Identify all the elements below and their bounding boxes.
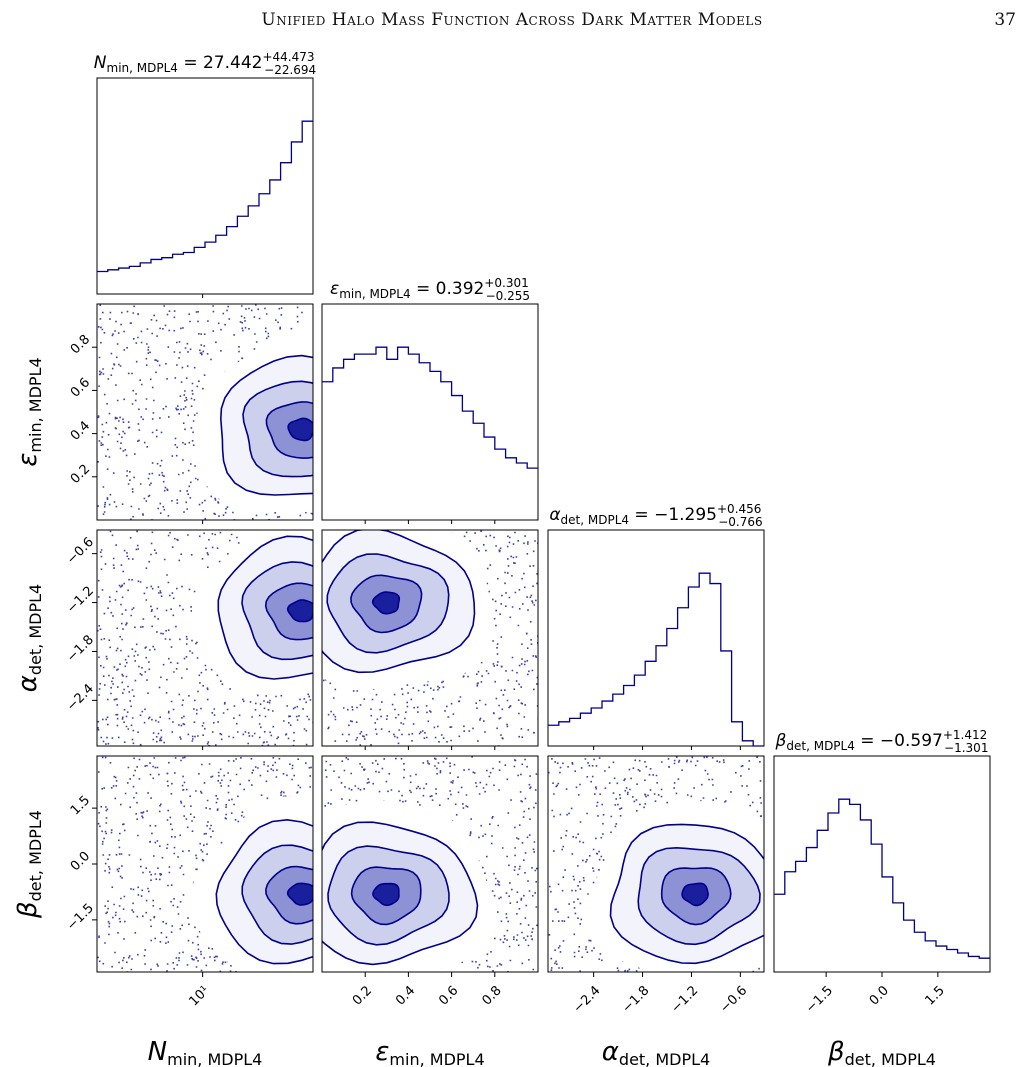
param-title-0: Nmin, MDPL4 = 27.442+44.473 −22.694 (94, 50, 316, 77)
joint-panel-3-0 (96, 755, 314, 973)
histogram-step-line (322, 346, 538, 469)
x-tick-label-2-2: −1.2 (668, 983, 701, 1016)
joint-panel-3-2 (547, 755, 765, 973)
y-axis-label-3: βdet, MDPL4 (13, 810, 45, 919)
histogram-frame (321, 303, 539, 521)
page-header: Unified Halo Mass Function Across Dark M… (0, 0, 1024, 40)
param-title-1: εmin, MDPL4 = 0.392+0.301 −0.255 (330, 276, 530, 303)
joint-panel-3-1 (321, 755, 539, 973)
histogram-panel-2: αdet, MDPL4 = −1.295+0.456 −0.766 (547, 502, 765, 747)
joint-frame (96, 529, 314, 747)
y-tick-label-1-2: 0.6 (68, 375, 93, 400)
y-axis-label-1: εmin, MDPL4 (13, 357, 45, 466)
running-head: Unified Halo Mass Function Across Dark M… (261, 10, 763, 30)
y-tick-label-2-0: −2.4 (64, 681, 97, 714)
joint-frame (321, 755, 539, 973)
histogram-step-line (548, 572, 764, 747)
y-tick-label-2-2: −1.2 (64, 584, 97, 617)
x-axis-label-0: Nmin, MDPL4 (148, 1037, 263, 1067)
joint-frame (321, 529, 539, 747)
x-tick-label-1-2: 0.6 (436, 983, 461, 1008)
joint-panel-1-0 (96, 303, 314, 521)
x-tick-label-2-3: −0.6 (717, 983, 750, 1016)
x-axis-label-1: εmin, MDPL4 (375, 1037, 484, 1067)
histogram-step-line (97, 120, 313, 273)
contour-level-4 (371, 591, 401, 615)
y-tick-label-3-2: 1.5 (68, 793, 93, 818)
x-tick-label-1-0: 0.2 (350, 983, 375, 1008)
param-title-2: αdet, MDPL4 = −1.295+0.456 −0.766 (549, 502, 762, 529)
param-title-3: βdet, MDPL4 = −0.597+1.412 −1.301 (775, 728, 989, 755)
y-tick-label-1-0: 0.2 (68, 462, 93, 487)
sample-points (97, 530, 313, 746)
x-tick-label-0-0: 10¹ (187, 983, 213, 1009)
histogram-frame (96, 77, 314, 295)
x-tick-label-3-0: −1.5 (803, 983, 836, 1016)
x-axis-label-3: βdet, MDPL4 (827, 1037, 936, 1067)
contour-level-4 (681, 882, 709, 907)
x-tick-label-1-3: 0.8 (479, 983, 504, 1008)
joint-panel-2-0 (96, 529, 314, 747)
joint-frame (547, 755, 765, 973)
x-axis-label-2: αdet, MDPL4 (602, 1037, 710, 1067)
contour-level-4 (286, 882, 313, 906)
joint-panel-2-1 (321, 529, 539, 747)
histogram-panel-1: εmin, MDPL4 = 0.392+0.301 −0.255 (321, 276, 539, 521)
x-tick-label-3-1: 0.0 (867, 983, 892, 1008)
y-tick-label-3-1: 0.0 (68, 849, 93, 874)
y-tick-label-2-1: −1.8 (64, 633, 97, 666)
histogram-panel-3: βdet, MDPL4 = −0.597+1.412 −1.301 (773, 728, 991, 973)
y-tick-label-1-1: 0.4 (68, 419, 93, 444)
joint-frame (96, 303, 314, 521)
histogram-frame (547, 529, 765, 747)
y-axis-label-2: αdet, MDPL4 (13, 584, 45, 692)
histogram-step-line (774, 798, 990, 959)
y-tick-label-2-3: −0.6 (64, 535, 97, 568)
page-number: 37 (994, 10, 1016, 30)
x-tick-label-2-0: −2.4 (571, 983, 604, 1016)
contour-level-4 (372, 882, 400, 907)
x-tick-label-1-1: 0.4 (393, 983, 418, 1008)
x-tick-label-3-2: 1.5 (923, 983, 948, 1008)
histogram-panel-0: Nmin, MDPL4 = 27.442+44.473 −22.694 (94, 50, 316, 295)
contour-level-4 (286, 599, 313, 623)
contour-level-4 (287, 417, 313, 442)
x-tick-label-2-1: −1.8 (620, 983, 653, 1016)
y-tick-label-3-0: −1.5 (64, 901, 97, 934)
y-tick-label-1-3: 0.8 (68, 332, 93, 357)
